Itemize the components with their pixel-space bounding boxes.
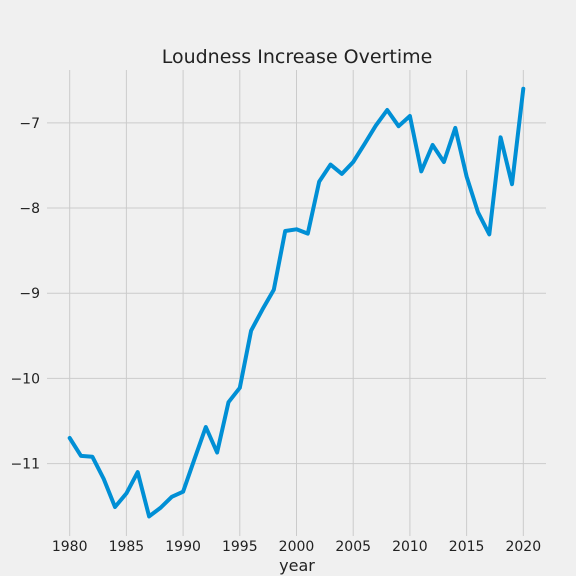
data-point — [147, 514, 151, 518]
data-point — [295, 227, 299, 231]
data-point — [374, 123, 378, 127]
data-point — [340, 172, 344, 176]
x-axis-label: year — [279, 556, 315, 575]
data-point — [204, 425, 208, 429]
data-point — [363, 142, 367, 146]
data-point — [272, 288, 276, 292]
data-point — [283, 229, 287, 233]
data-point — [249, 329, 253, 333]
data-point — [385, 108, 389, 112]
data-point — [79, 454, 83, 458]
x-tick-label: 2000 — [279, 539, 315, 555]
data-point — [181, 490, 185, 494]
x-tick-labels: 1980 1985 1990 1995 2000 2005 2010 2015 2020 — [52, 539, 541, 555]
data-point — [317, 180, 321, 184]
data-point — [215, 451, 219, 455]
data-point — [510, 182, 514, 186]
data-point — [442, 160, 446, 164]
y-tick-label: −10 — [10, 371, 40, 387]
series-layer — [67, 86, 526, 519]
data-point — [90, 455, 94, 459]
x-tick-label: 1990 — [165, 539, 201, 555]
data-point — [260, 307, 264, 311]
data-point — [124, 491, 128, 495]
data-point — [102, 477, 106, 481]
data-point — [329, 163, 333, 167]
x-tick-label: 1985 — [109, 539, 145, 555]
data-point — [453, 126, 457, 130]
data-point — [487, 232, 491, 236]
x-tick-label: 2015 — [449, 539, 485, 555]
data-point — [521, 87, 525, 91]
data-point — [397, 124, 401, 128]
data-point — [306, 232, 310, 236]
y-tick-label: −9 — [19, 286, 40, 302]
x-tick-label: 2020 — [505, 539, 541, 555]
chart-title: Loudness Increase Overtime — [162, 46, 433, 68]
y-tick-label: −8 — [19, 201, 40, 217]
data-point — [419, 169, 423, 173]
y-tick-label: −11 — [10, 457, 40, 473]
data-point — [408, 114, 412, 118]
data-point — [351, 160, 355, 164]
x-tick-label: 2010 — [392, 539, 428, 555]
x-tick-label: 1995 — [222, 539, 258, 555]
y-tick-label: −7 — [19, 116, 40, 132]
series-line — [67, 86, 526, 519]
data-point — [113, 505, 117, 509]
data-point — [68, 436, 72, 440]
data-point — [238, 386, 242, 390]
x-tick-label: 1980 — [52, 539, 88, 555]
grid — [47, 70, 546, 536]
data-point — [476, 210, 480, 214]
data-point — [192, 457, 196, 461]
data-point — [431, 143, 435, 147]
data-point — [465, 174, 469, 178]
data-point — [158, 506, 162, 510]
y-tick-labels: −11 −10 −9 −8 −7 — [10, 116, 40, 473]
x-tick-label: 2005 — [335, 539, 371, 555]
data-point — [136, 470, 140, 474]
data-point — [170, 495, 174, 499]
data-point — [499, 135, 503, 139]
data-point — [226, 400, 230, 404]
